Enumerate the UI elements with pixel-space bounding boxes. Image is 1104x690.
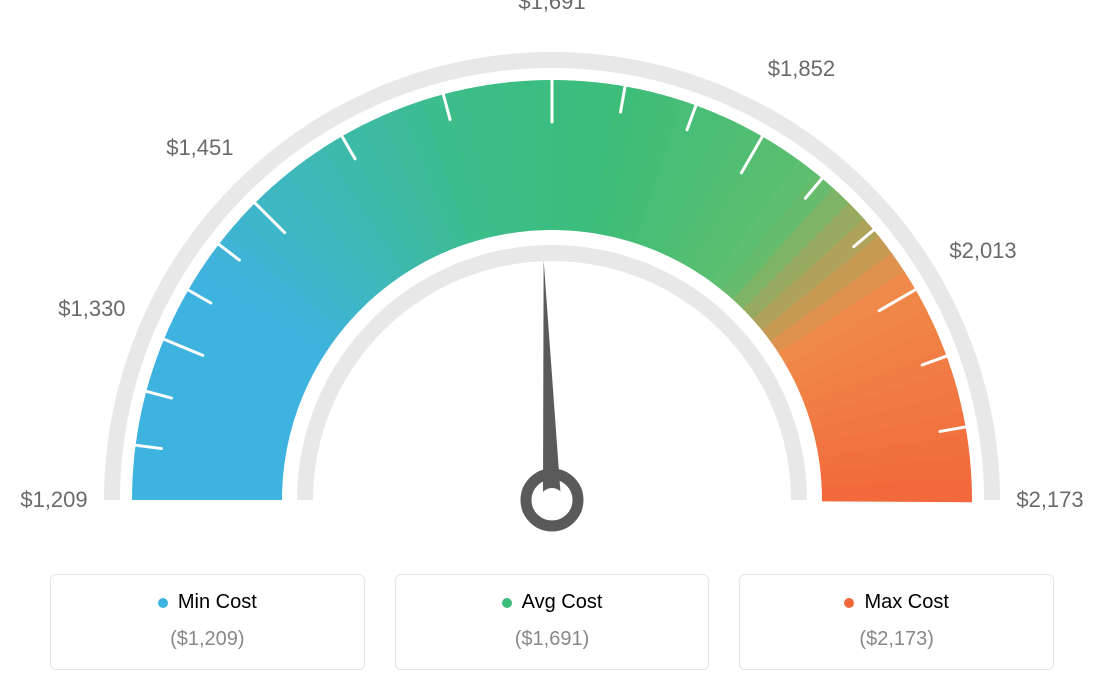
dot-icon	[158, 598, 168, 608]
legend-row: Min Cost ($1,209) Avg Cost ($1,691) Max …	[50, 574, 1054, 670]
legend-value-avg: ($1,691)	[406, 628, 699, 651]
legend-title-label: Min Cost	[178, 591, 257, 614]
legend-title-min: Min Cost	[158, 591, 257, 614]
legend-value-max: ($2,173)	[750, 628, 1043, 651]
legend-title-avg: Avg Cost	[502, 591, 603, 614]
legend-card-max: Max Cost ($2,173)	[739, 574, 1054, 670]
scale-label: $1,330	[58, 296, 125, 322]
scale-label: $1,852	[768, 56, 835, 82]
gauge-area: $1,209 $1,330 $1,451 $1,691 $1,852 $2,013 $2,1…	[0, 0, 1104, 560]
legend-title-label: Avg Cost	[522, 591, 603, 614]
scale-label: $1,691	[518, 0, 585, 15]
cost-gauge-chart: $1,209 $1,330 $1,451 $1,691 $1,852 $2,013 $2,1…	[0, 0, 1104, 690]
scale-label: $2,173	[1016, 487, 1083, 513]
dot-icon	[844, 598, 854, 608]
scale-label: $1,209	[20, 487, 87, 513]
legend-card-min: Min Cost ($1,209)	[50, 574, 365, 670]
legend-title-label: Max Cost	[864, 591, 948, 614]
legend-title-max: Max Cost	[844, 591, 948, 614]
gauge-svg	[0, 0, 1104, 560]
scale-label: $2,013	[949, 238, 1016, 264]
legend-card-avg: Avg Cost ($1,691)	[395, 574, 710, 670]
legend-value-min: ($1,209)	[61, 628, 354, 651]
dot-icon	[502, 598, 512, 608]
scale-label: $1,451	[166, 135, 233, 161]
